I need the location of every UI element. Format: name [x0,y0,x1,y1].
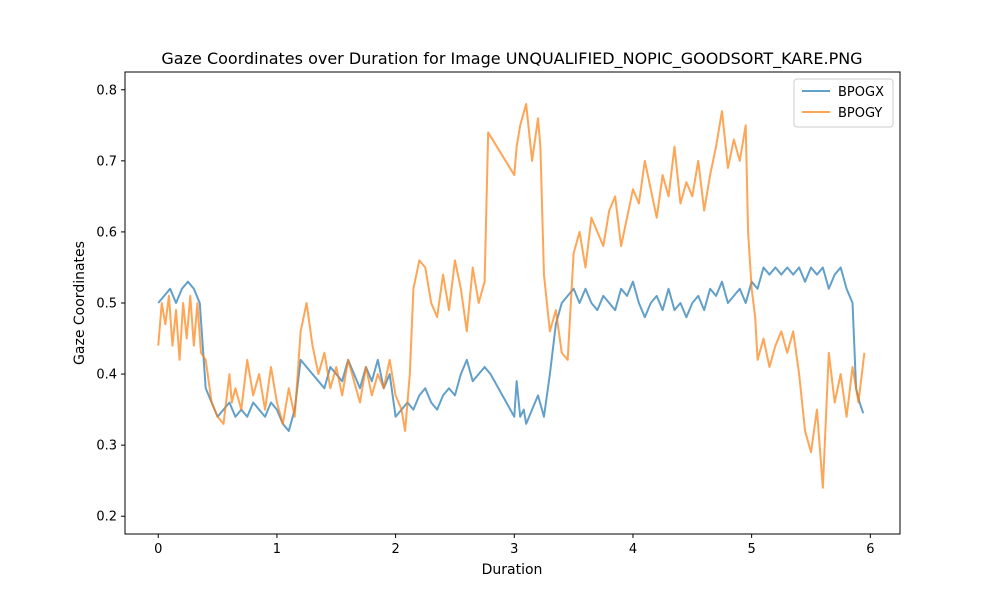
series-line-bpogy [157,102,866,489]
x-tick-label: 3 [510,542,518,557]
y-tick-label: 0.2 [96,510,117,525]
x-axis-ticks: 0 1 2 3 4 5 6 [154,534,874,557]
x-axis-label: Duration [482,562,543,578]
y-tick-label: 0.4 [96,368,117,383]
legend-label-bpogx: BPOGX [838,85,884,100]
x-tick-label: 2 [391,542,399,557]
legend: BPOGX BPOGY [793,78,894,128]
x-tick-label: 5 [748,542,756,557]
legend-label-bpogy: BPOGY [838,106,882,121]
series-line-bpogx [157,266,865,432]
plot-area-frame [124,71,901,535]
y-axis-ticks: 0.2 0.3 0.4 0.5 0.6 0.7 0.8 [96,83,125,525]
x-tick-label: 0 [154,542,162,557]
y-axis-label: Gaze Coordinates [72,241,88,365]
y-tick-label: 0.7 [96,154,117,169]
y-tick-label: 0.3 [96,439,117,454]
x-tick-label: 1 [273,542,281,557]
x-tick-label: 4 [629,542,637,557]
y-tick-label: 0.5 [96,297,117,312]
y-tick-label: 0.6 [96,225,117,240]
series-layer [157,102,866,489]
x-tick-label: 6 [866,542,874,557]
y-tick-label: 0.8 [96,83,117,98]
chart-title: Gaze Coordinates over Duration for Image… [161,49,862,69]
